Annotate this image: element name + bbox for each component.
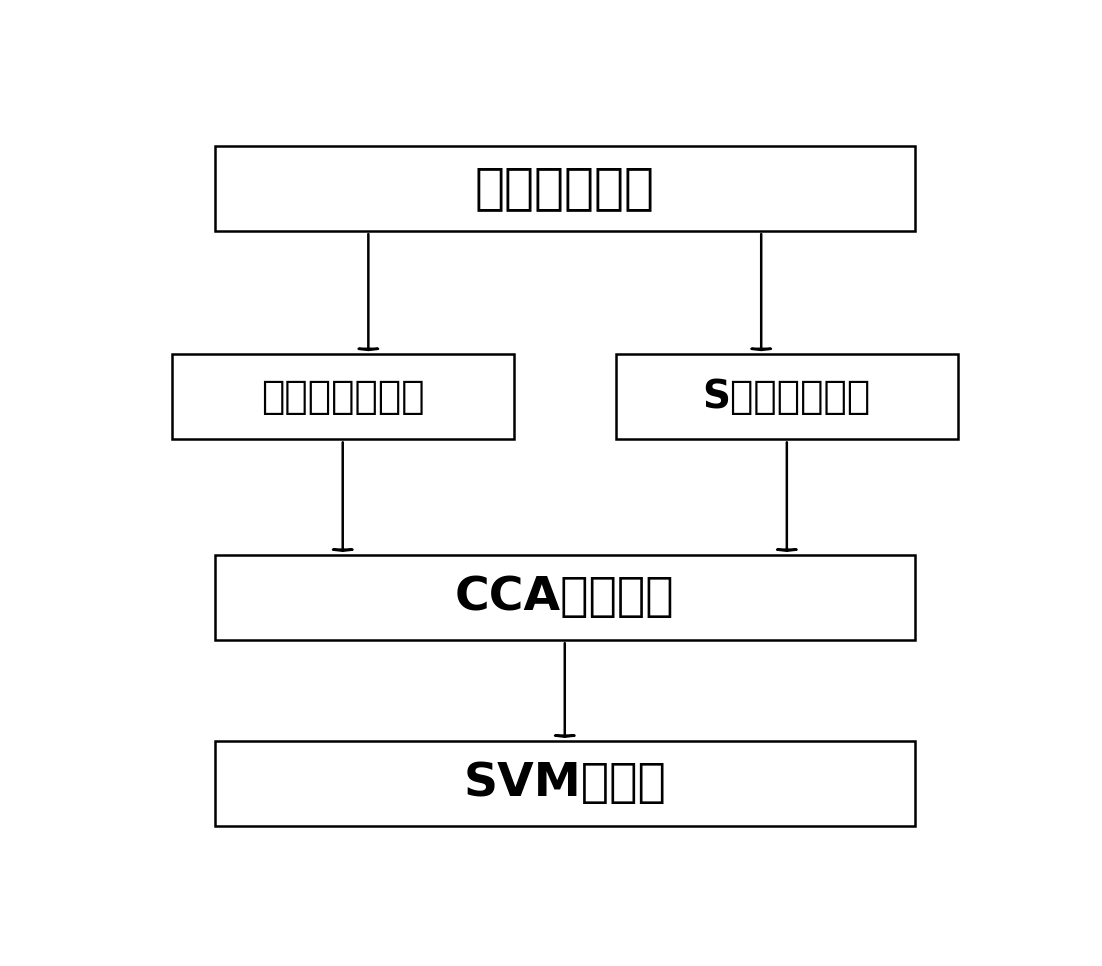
Text: SVM多分类: SVM多分类 — [463, 761, 667, 806]
Text: 多维度波形特征: 多维度波形特征 — [261, 378, 424, 415]
Bar — [215, 554, 915, 640]
Text: S变换谐波特征: S变换谐波特征 — [703, 378, 871, 415]
Text: 负荷暂态电流: 负荷暂态电流 — [475, 164, 655, 213]
Bar — [172, 354, 514, 440]
Bar — [215, 146, 915, 231]
Bar — [616, 354, 958, 440]
Text: CCA特征融合: CCA特征融合 — [455, 575, 674, 620]
Bar — [215, 741, 915, 826]
